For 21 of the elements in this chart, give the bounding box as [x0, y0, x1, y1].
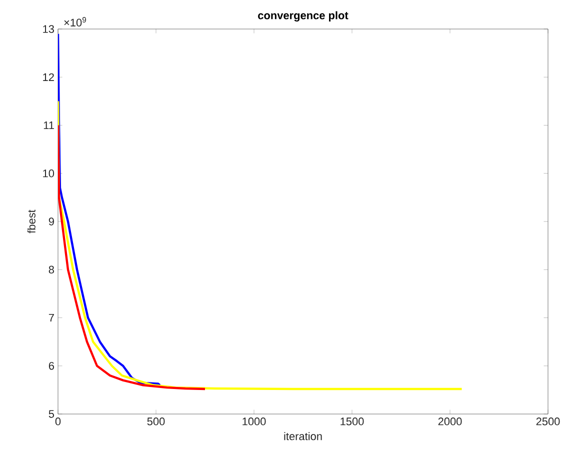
- y-tick-label: 11: [44, 121, 54, 130]
- x-tick-label: 0: [55, 418, 61, 426]
- x-tick-label: 1500: [340, 418, 364, 426]
- y-tick-label: 10: [43, 170, 54, 178]
- line-series: [58, 124, 206, 390]
- y-tick-label: 13: [43, 25, 54, 33]
- y-tick-label: 12: [43, 73, 54, 81]
- line-series: [58, 32, 162, 386]
- y-tick-label: 9: [48, 218, 54, 226]
- y-tick-label: 6: [48, 362, 54, 370]
- text: ×10$^{9}$: [64, 17, 86, 26]
- x-tick-label: 1000: [242, 418, 266, 426]
- x-tick-label: 500: [147, 418, 165, 426]
- y-tick-label: 7: [48, 314, 54, 322]
- x-axis-title: iteration: [284, 432, 322, 440]
- y-tick-label: 5: [48, 410, 54, 418]
- chart-title: convergence plot: [258, 11, 348, 22]
- x-tick-label: 2500: [536, 418, 560, 426]
- y-axis-title: fbest: [27, 210, 36, 234]
- y-tick-label: 8: [48, 266, 54, 274]
- x-tick-label: 2000: [438, 418, 462, 426]
